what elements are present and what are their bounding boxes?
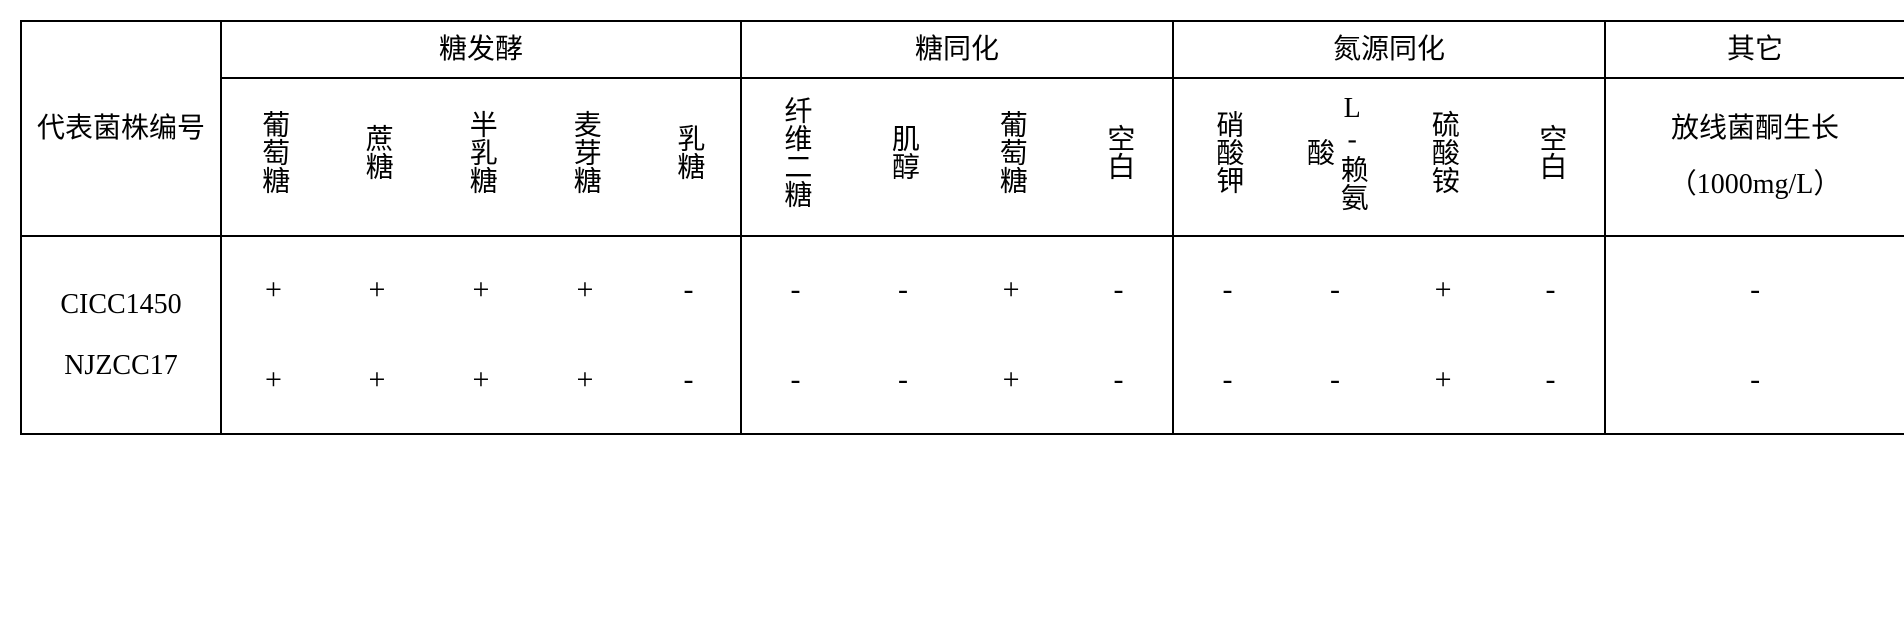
cell: --	[637, 236, 741, 434]
sub-g3c2: L-赖氨酸	[1281, 78, 1389, 236]
header-strain: 代表菌株编号	[21, 21, 221, 236]
sub-g1c2: 蔗糖	[325, 78, 429, 236]
val: +	[1393, 335, 1493, 425]
strain2-label: NJZCC17	[26, 335, 216, 397]
cell: ++	[221, 236, 325, 434]
sub-g2c2: 肌醇	[849, 78, 957, 236]
val: -	[641, 245, 736, 335]
cell: --	[1281, 236, 1389, 434]
val: -	[1610, 245, 1900, 335]
sub-g2c3: 葡萄糖	[957, 78, 1065, 236]
header-group1: 糖发酵	[221, 21, 741, 78]
sub-g3c1: 硝酸钾	[1173, 78, 1281, 236]
val: -	[1285, 245, 1385, 335]
g4-line1: 放线菌酮生长	[1610, 101, 1900, 157]
val: +	[1393, 245, 1493, 335]
val: -	[1501, 245, 1600, 335]
val: +	[537, 335, 633, 425]
col-label: 硝酸钾	[1211, 110, 1245, 194]
val: +	[329, 245, 425, 335]
val: +	[433, 245, 529, 335]
sub-g2c1: 纤维二糖	[741, 78, 849, 236]
col-label: 麦芽糖	[568, 110, 602, 194]
cell: --	[1605, 236, 1904, 434]
sub-g1c5: 乳糖	[637, 78, 741, 236]
sub-g3c4: 空白	[1497, 78, 1605, 236]
col-label: 乳糖	[672, 124, 706, 180]
col-label: 蔗糖	[360, 124, 394, 180]
val: -	[1501, 335, 1600, 425]
val: -	[1285, 335, 1385, 425]
strain1-label: CICC1450	[26, 274, 216, 336]
table-row: 代表菌株编号 糖发酵 糖同化 氮源同化 其它	[21, 21, 1904, 78]
sub-g1c4: 麦芽糖	[533, 78, 637, 236]
val: -	[1069, 245, 1168, 335]
header-label: 代表菌株编号	[37, 113, 205, 144]
val: -	[853, 245, 953, 335]
header-group2: 糖同化	[741, 21, 1173, 78]
cell: ++	[957, 236, 1065, 434]
table-row: CICC1450 NJZCC17 ++ ++ ++ ++ -- -- -- ++…	[21, 236, 1904, 434]
cell: ++	[533, 236, 637, 434]
header-group3: 氮源同化	[1173, 21, 1605, 78]
sub-g4c1: 放线菌酮生长 （1000mg/L）	[1605, 78, 1904, 236]
val: -	[1178, 335, 1277, 425]
col-label: 葡萄糖	[994, 110, 1028, 194]
val: +	[226, 335, 321, 425]
cell: --	[849, 236, 957, 434]
sub-g3c3: 硫酸铵	[1389, 78, 1497, 236]
g4-line2: （1000mg/L）	[1610, 157, 1900, 213]
val: -	[1610, 335, 1900, 425]
val: +	[433, 335, 529, 425]
header-group4: 其它	[1605, 21, 1904, 78]
val: -	[1069, 335, 1168, 425]
cell: --	[741, 236, 849, 434]
sub-g1c3: 半乳糖	[429, 78, 533, 236]
col-label: 半乳糖	[464, 110, 498, 194]
val: -	[746, 335, 845, 425]
sub-g2c4: 空白	[1065, 78, 1173, 236]
val: +	[537, 245, 633, 335]
col-label: 硫酸铵	[1426, 110, 1460, 194]
val: -	[1178, 245, 1277, 335]
cell: ++	[325, 236, 429, 434]
col-label: 纤维二糖	[779, 96, 813, 208]
col-label: 肌醇	[886, 124, 920, 180]
val: -	[746, 245, 845, 335]
col-label: 空白	[1102, 124, 1136, 180]
val: +	[961, 245, 1061, 335]
val: +	[329, 335, 425, 425]
table-row: 葡萄糖 蔗糖 半乳糖 麦芽糖 乳糖 纤维二糖 肌醇 葡萄糖 空白 硝酸钾 L-赖…	[21, 78, 1904, 236]
cell: --	[1497, 236, 1605, 434]
strain-cell: CICC1450 NJZCC17	[21, 236, 221, 434]
col-label: 空白	[1534, 124, 1568, 180]
sub-g1c1: 葡萄糖	[221, 78, 325, 236]
val: +	[961, 335, 1061, 425]
val: -	[641, 335, 736, 425]
val: +	[226, 245, 321, 335]
cell: --	[1065, 236, 1173, 434]
val: -	[853, 335, 953, 425]
cell: --	[1173, 236, 1281, 434]
cell: ++	[429, 236, 533, 434]
cell: ++	[1389, 236, 1497, 434]
data-table: 代表菌株编号 糖发酵 糖同化 氮源同化 其它 葡萄糖 蔗糖 半乳糖 麦芽糖 乳糖…	[20, 20, 1904, 435]
col-label: L-赖氨酸	[1301, 82, 1368, 222]
col-label: 葡萄糖	[257, 110, 291, 194]
